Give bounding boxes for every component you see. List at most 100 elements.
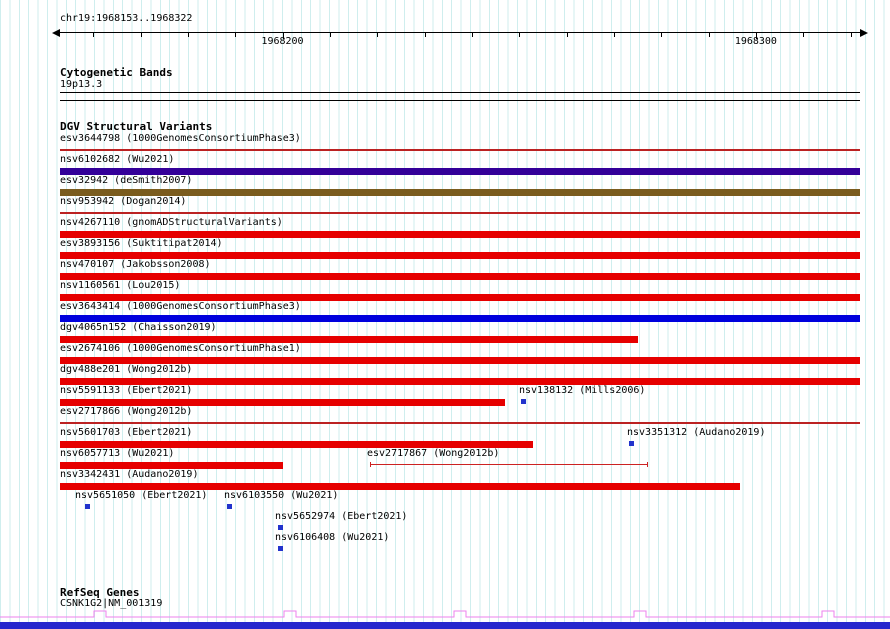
- variant-glyph-point[interactable]: [278, 546, 283, 551]
- ruler-major-tick: [282, 33, 284, 39]
- ruler-right-arrow-icon: [860, 29, 868, 37]
- variant-label: nsv6106408 (Wu2021): [275, 532, 390, 543]
- range-endcap: [647, 462, 648, 467]
- variant-glyph-point[interactable]: [521, 399, 526, 404]
- variant-glyph-bar[interactable]: [60, 441, 533, 448]
- section-title-refseq-genes: RefSeq Genes: [60, 586, 140, 599]
- variant-glyph-thinline[interactable]: [60, 212, 860, 214]
- variant-label: nsv138132 (Mills2006): [519, 385, 646, 396]
- ruler-minor-tick: [471, 33, 473, 37]
- dgv-track-row: nsv6057713 (Wu2021) esv2717867 (Wong2012b…: [0, 448, 890, 469]
- variant-glyph-point[interactable]: [227, 504, 232, 509]
- ruler-minor-tick: [803, 33, 805, 37]
- variant-glyph-bar[interactable]: [60, 189, 860, 196]
- variant-label: nsv5591133 (Ebert2021): [60, 385, 193, 396]
- dgv-track-row: nsv470107 (Jakobsson2008): [0, 259, 890, 280]
- region-title: chr19:1968153..1968322: [60, 13, 193, 24]
- variant-glyph-bar[interactable]: [60, 378, 860, 385]
- variant-label: nsv953942 (Dogan2014): [60, 196, 187, 207]
- dgv-track-row: esv32942 (deSmith2007): [0, 175, 890, 196]
- dgv-track-row: dgv4065n152 (Chaisson2019): [0, 322, 890, 343]
- variant-glyph-bar[interactable]: [60, 336, 638, 343]
- dgv-track-row: nsv5652974 (Ebert2021): [0, 511, 890, 532]
- variant-label: nsv5652974 (Ebert2021): [275, 511, 408, 522]
- ruler-minor-tick: [850, 33, 852, 37]
- range-line: [370, 464, 648, 465]
- variant-label: nsv4267110 (gnomADStructuralVariants): [60, 217, 283, 228]
- dgv-track-row: nsv5601703 (Ebert2021) nsv3351312 (Audano…: [0, 427, 890, 448]
- variant-glyph-bar[interactable]: [60, 399, 505, 406]
- variant-label: esv3644798 (1000GenomesConsortiumPhase3): [60, 133, 301, 144]
- refseq-gene-label: CSNK1G2|NM_001319: [60, 598, 163, 609]
- variant-glyph-thinline[interactable]: [60, 422, 860, 424]
- variant-glyph-bar[interactable]: [60, 294, 860, 301]
- ruler-left-arrow-icon: [52, 29, 60, 37]
- variant-glyph-point[interactable]: [629, 441, 634, 446]
- variant-glyph-bar[interactable]: [60, 462, 283, 469]
- variant-label: nsv3351312 (Audano2019): [627, 427, 766, 438]
- ruler-minor-tick: [661, 33, 663, 37]
- gene-transcript-path: [0, 610, 890, 618]
- cytoband-label: 19p13.3: [60, 79, 103, 90]
- variant-label: nsv5601703 (Ebert2021): [60, 427, 193, 438]
- ruler-coordinate-label: 1968200: [261, 36, 304, 47]
- dgv-track-row: nsv5651050 (Ebert2021) nsv6103550 (Wu2021…: [0, 490, 890, 511]
- dgv-track-row: nsv6106408 (Wu2021): [0, 532, 890, 553]
- variant-glyph-bar[interactable]: [60, 168, 860, 175]
- ruler-minor-tick: [235, 33, 237, 37]
- dgv-track-row: dgv488e201 (Wong2012b): [0, 364, 890, 385]
- ruler-minor-tick: [140, 33, 142, 37]
- ruler-major-tick: [755, 33, 757, 39]
- variant-label: dgv4065n152 (Chaisson2019): [60, 322, 217, 333]
- section-title-cytogenetic-bands: Cytogenetic Bands: [60, 66, 173, 79]
- variant-label: nsv6057713 (Wu2021): [60, 448, 175, 459]
- footer-bar: [0, 622, 890, 629]
- variant-glyph-bar[interactable]: [60, 231, 860, 238]
- dgv-tracks-container: esv3644798 (1000GenomesConsortiumPhase3)…: [0, 133, 890, 553]
- variant-label: esv2674106 (1000GenomesConsortiumPhase1): [60, 343, 301, 354]
- dgv-track-row: nsv953942 (Dogan2014): [0, 196, 890, 217]
- variant-glyph-bar[interactable]: [60, 252, 860, 259]
- variant-label: dgv488e201 (Wong2012b): [60, 364, 193, 375]
- ruler-minor-tick: [377, 33, 379, 37]
- ruler-line: [60, 32, 860, 33]
- variant-glyph-bar[interactable]: [60, 315, 860, 322]
- variant-label: esv2717866 (Wong2012b): [60, 406, 193, 417]
- ruler-minor-tick: [566, 33, 568, 37]
- variant-label: nsv6102682 (Wu2021): [60, 154, 175, 165]
- variant-glyph-thinline[interactable]: [60, 149, 860, 151]
- variant-glyph-point[interactable]: [278, 525, 283, 530]
- dgv-track-row: esv2717866 (Wong2012b): [0, 406, 890, 427]
- variant-glyph-point[interactable]: [85, 504, 90, 509]
- ruler-minor-tick: [187, 33, 189, 37]
- dgv-track-row: nsv4267110 (gnomADStructuralVariants): [0, 217, 890, 238]
- variant-glyph-range[interactable]: [370, 461, 648, 468]
- dgv-track-row: esv3893156 (Suktitipat2014): [0, 238, 890, 259]
- section-title-dgv-structural-variants: DGV Structural Variants: [60, 120, 213, 133]
- variant-glyph-bar[interactable]: [60, 273, 860, 280]
- variant-glyph-bar[interactable]: [60, 483, 740, 490]
- ruler-minor-tick: [424, 33, 426, 37]
- variant-label: nsv3342431 (Audano2019): [60, 469, 199, 480]
- variant-label: nsv1160561 (Lou2015): [60, 280, 181, 291]
- dgv-track-row: nsv3342431 (Audano2019): [0, 469, 890, 490]
- dgv-track-row: esv3643414 (1000GenomesConsortiumPhase3): [0, 301, 890, 322]
- ruler-minor-tick: [613, 33, 615, 37]
- refseq-gene-glyph[interactable]: [0, 608, 890, 624]
- dgv-track-row: nsv6102682 (Wu2021): [0, 154, 890, 175]
- dgv-track-row: esv3644798 (1000GenomesConsortiumPhase3): [0, 133, 890, 154]
- ruler-coordinate-label: 1968300: [734, 36, 777, 47]
- ruler-minor-tick: [329, 33, 331, 37]
- dgv-track-row: nsv1160561 (Lou2015): [0, 280, 890, 301]
- coordinate-ruler[interactable]: 1968200 1968300: [0, 0, 890, 50]
- variant-glyph-bar[interactable]: [60, 357, 860, 364]
- variant-label: esv2717867 (Wong2012b): [367, 448, 500, 459]
- variant-label: esv32942 (deSmith2007): [60, 175, 193, 186]
- cytoband-glyph[interactable]: [60, 92, 860, 101]
- ruler-minor-tick: [519, 33, 521, 37]
- variant-label: esv3893156 (Suktitipat2014): [60, 238, 223, 249]
- dgv-track-row: nsv5591133 (Ebert2021) nsv138132 (Mills20…: [0, 385, 890, 406]
- variant-label: nsv470107 (Jakobsson2008): [60, 259, 211, 270]
- variant-label: nsv5651050 (Ebert2021): [75, 490, 208, 501]
